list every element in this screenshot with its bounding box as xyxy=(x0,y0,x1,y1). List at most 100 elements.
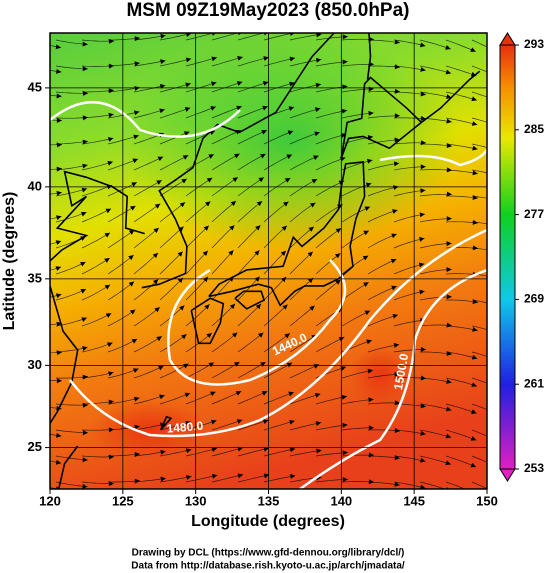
streamline xyxy=(211,129,242,145)
streamline-arrow xyxy=(342,59,348,65)
streamline-arrow xyxy=(80,211,87,217)
streamline-arrow xyxy=(134,424,140,430)
streamline-arrow xyxy=(523,200,529,206)
x-tick-label: 120 xyxy=(39,493,61,508)
streamline-arrow xyxy=(284,333,290,339)
streamline-arrow xyxy=(156,336,162,342)
streamline xyxy=(341,88,374,93)
streamline xyxy=(133,423,166,431)
x-tick-label: 150 xyxy=(476,493,498,508)
streamline-arrow xyxy=(55,293,62,299)
streamline-arrow xyxy=(160,59,166,65)
streamline-arrow xyxy=(211,447,217,453)
streamline xyxy=(419,39,451,50)
streamline xyxy=(315,157,346,171)
streamline-arrow xyxy=(470,47,476,52)
streamline xyxy=(263,391,294,405)
streamline-arrow xyxy=(154,307,160,313)
streamline xyxy=(445,117,478,126)
streamline-arrow xyxy=(342,477,348,483)
streamline-arrow xyxy=(228,250,234,256)
streamline xyxy=(393,39,426,47)
streamline xyxy=(159,33,192,41)
streamline xyxy=(133,84,166,93)
streamline-arrow xyxy=(179,202,186,208)
streamline xyxy=(367,314,399,327)
streamline-arrow xyxy=(133,396,140,402)
streamline xyxy=(185,474,218,483)
streamline xyxy=(237,303,262,327)
y-tick-label: 40 xyxy=(28,178,42,193)
streamline-arrow xyxy=(108,112,114,118)
streamline xyxy=(237,447,269,457)
streamline-arrow xyxy=(420,403,426,409)
streamline-arrow xyxy=(107,160,113,166)
streamline-arrow xyxy=(340,366,346,371)
coastline xyxy=(208,161,366,307)
streamline xyxy=(367,373,400,379)
streamline-arrow xyxy=(523,175,529,181)
streamline xyxy=(185,276,209,301)
streamline-arrow xyxy=(445,487,451,489)
streamline-arrow xyxy=(282,304,288,310)
streamline xyxy=(211,224,235,249)
streamline-arrow xyxy=(56,93,62,99)
streamline xyxy=(393,238,425,249)
streamline xyxy=(419,403,452,411)
streamline-arrow xyxy=(55,240,62,246)
streamline xyxy=(263,225,288,249)
streamline xyxy=(185,201,211,223)
streamline-arrow xyxy=(418,262,425,268)
streamline-arrow xyxy=(308,226,314,232)
streamline xyxy=(315,85,348,93)
streamline xyxy=(211,105,242,119)
streamline xyxy=(159,202,186,223)
streamline xyxy=(367,90,401,93)
streamline xyxy=(133,60,166,67)
streamline-arrow xyxy=(234,153,240,159)
streamline-arrow xyxy=(280,250,286,256)
streamline-arrow xyxy=(311,179,318,184)
streamline xyxy=(50,266,62,271)
streamline xyxy=(263,82,295,93)
field: 1440.0 1500.0 1480.0 xyxy=(50,33,529,500)
streamline-arrow xyxy=(210,419,217,425)
streamline-arrow xyxy=(159,108,165,114)
streamline xyxy=(367,285,397,301)
y-tick-label: 45 xyxy=(28,79,42,94)
streamline xyxy=(367,233,397,249)
colorbar-tick-label: 253 xyxy=(524,461,544,475)
streamline xyxy=(107,229,135,249)
streamline-arrow xyxy=(237,33,243,36)
streamline-arrow xyxy=(445,406,452,412)
streamline xyxy=(211,200,237,223)
colorbar-cap xyxy=(499,468,516,482)
streamline-arrow xyxy=(446,191,452,197)
streamline-arrow xyxy=(446,379,452,384)
streamline xyxy=(368,65,401,68)
streamline-arrow xyxy=(82,346,88,351)
streamline xyxy=(185,130,216,145)
colorbar-tick-label: 277 xyxy=(524,207,544,221)
streamline xyxy=(185,106,217,119)
streamline xyxy=(50,69,62,73)
streamline-arrow xyxy=(133,134,139,140)
streamline-arrow xyxy=(153,227,159,234)
streamline xyxy=(81,39,115,42)
grid xyxy=(50,33,487,489)
streamline xyxy=(367,115,400,119)
streamline xyxy=(133,306,161,327)
streamline-arrow xyxy=(341,108,348,114)
streamline-arrow xyxy=(470,436,477,441)
streamline-arrow xyxy=(107,342,113,347)
streamline xyxy=(211,276,234,301)
streamline xyxy=(107,397,140,405)
streamline xyxy=(445,455,477,468)
streamline xyxy=(108,37,140,41)
streamline-arrow xyxy=(315,421,322,426)
streamline-arrow xyxy=(335,279,341,285)
streamline-arrow xyxy=(160,449,166,455)
streamline-arrow xyxy=(521,493,528,500)
streamline xyxy=(289,108,321,119)
streamline xyxy=(50,240,62,245)
